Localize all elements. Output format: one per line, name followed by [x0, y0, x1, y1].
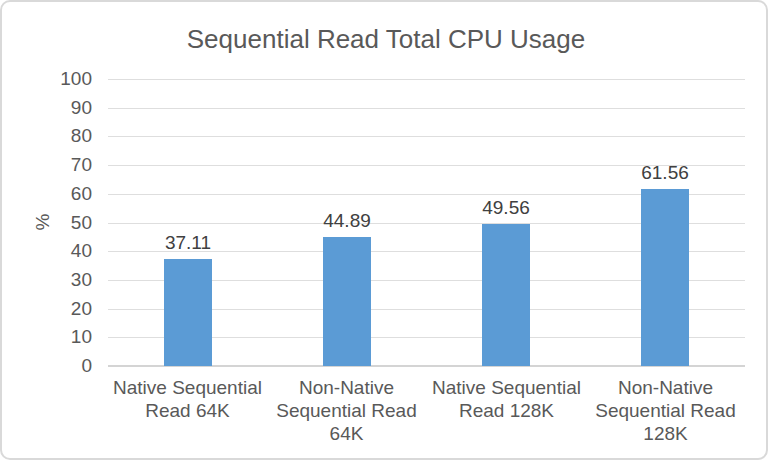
- gridline-90: [108, 108, 745, 109]
- gridline-80: [108, 136, 745, 137]
- y-tick-label-80: 80: [32, 125, 92, 147]
- y-tick-label-60: 60: [32, 183, 92, 205]
- y-tick-label-100: 100: [32, 68, 92, 90]
- y-tick-label-20: 20: [32, 298, 92, 320]
- category-label-line: 128K: [586, 422, 745, 445]
- bar-value-label-3: 61.56: [615, 162, 715, 183]
- chart-title: Sequential Read Total CPU Usage: [2, 23, 768, 55]
- chart-frame: Sequential Read Total CPU Usage % 010203…: [0, 0, 768, 460]
- category-label-line: Non-Native: [267, 376, 426, 399]
- bar-0: [164, 259, 212, 366]
- y-tick-label-70: 70: [32, 154, 92, 176]
- y-tick-label-90: 90: [32, 97, 92, 119]
- category-label-line: Sequential Read: [267, 399, 426, 422]
- bar-2: [482, 224, 530, 366]
- bar-3: [641, 189, 689, 366]
- y-tick-label-50: 50: [32, 212, 92, 234]
- y-tick-label-30: 30: [32, 269, 92, 291]
- bar-value-label-1: 44.89: [297, 210, 397, 231]
- category-label-3: Non-NativeSequential Read128K: [586, 376, 745, 445]
- category-label-line: Non-Native: [586, 376, 745, 399]
- y-tick-label-10: 10: [32, 326, 92, 348]
- y-tick-label-40: 40: [32, 240, 92, 262]
- category-label-0: Native SequentialRead 64K: [108, 376, 267, 422]
- category-label-line: Native Sequential: [427, 376, 586, 399]
- category-label-line: Read 128K: [427, 399, 586, 422]
- gridline-100: [108, 79, 745, 80]
- category-label-1: Non-NativeSequential Read64K: [267, 376, 426, 445]
- bar-value-label-2: 49.56: [456, 197, 556, 218]
- bar-1: [323, 237, 371, 366]
- category-label-line: Sequential Read: [586, 399, 745, 422]
- category-label-line: Read 64K: [108, 399, 267, 422]
- bar-value-label-0: 37.11: [138, 232, 238, 253]
- category-label-2: Native SequentialRead 128K: [427, 376, 586, 422]
- category-label-line: Native Sequential: [108, 376, 267, 399]
- y-tick-label-0: 0: [32, 355, 92, 377]
- category-label-line: 64K: [267, 422, 426, 445]
